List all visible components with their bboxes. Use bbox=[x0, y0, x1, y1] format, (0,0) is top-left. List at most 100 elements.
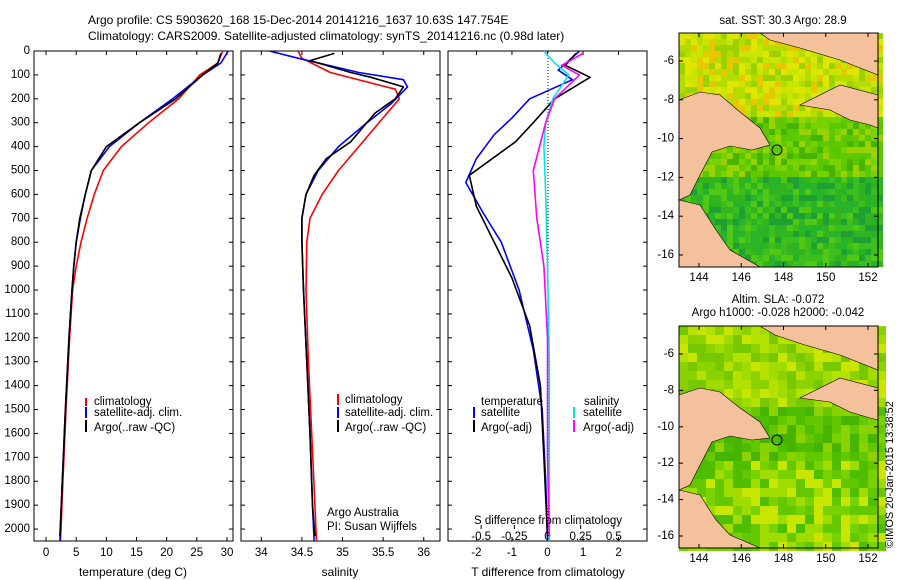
map-cell bbox=[841, 153, 847, 159]
map-cell bbox=[814, 470, 823, 479]
map-cell bbox=[793, 81, 799, 87]
map-cell bbox=[703, 165, 709, 171]
map-cell bbox=[877, 39, 883, 45]
map-cell bbox=[805, 425, 814, 434]
depth-tick-label: 300 bbox=[11, 117, 30, 129]
map-cell bbox=[775, 213, 781, 219]
map-cell bbox=[799, 201, 805, 207]
map-cell bbox=[817, 189, 823, 195]
map-cell bbox=[763, 45, 769, 51]
map-cell bbox=[805, 129, 811, 135]
map-cell bbox=[823, 524, 832, 533]
map-cell bbox=[727, 81, 733, 87]
map-cell bbox=[769, 353, 778, 362]
map-cell bbox=[811, 69, 817, 75]
map-cell bbox=[814, 398, 823, 407]
map-cell bbox=[778, 371, 787, 380]
map-cell bbox=[739, 177, 745, 183]
map-cell bbox=[733, 515, 742, 524]
map-cell bbox=[697, 45, 703, 51]
x-tick-label: 0 bbox=[43, 547, 49, 559]
map-cell bbox=[787, 201, 793, 207]
map-cell bbox=[763, 63, 769, 69]
map-cell bbox=[763, 201, 769, 207]
map-cell bbox=[823, 255, 829, 261]
map-cell bbox=[847, 63, 853, 69]
map-cell bbox=[733, 225, 739, 231]
map-cell bbox=[841, 63, 847, 69]
map-cell bbox=[811, 51, 817, 57]
map-cell bbox=[799, 63, 805, 69]
map-cell bbox=[697, 177, 703, 183]
map-cell bbox=[832, 515, 841, 524]
map-cell bbox=[793, 243, 799, 249]
map-cell bbox=[877, 506, 886, 515]
map-cell bbox=[679, 39, 685, 45]
map-cell bbox=[796, 443, 805, 452]
map-cell bbox=[769, 515, 778, 524]
map-cell bbox=[793, 93, 799, 99]
map-cell bbox=[727, 57, 733, 63]
map-cell bbox=[853, 207, 859, 213]
depth-tick-label: 100 bbox=[11, 69, 30, 81]
map-cell bbox=[787, 57, 793, 63]
map-cell bbox=[775, 159, 781, 165]
map-cell bbox=[715, 189, 721, 195]
map-cell bbox=[739, 153, 745, 159]
map-cell bbox=[757, 45, 763, 51]
map-cell bbox=[751, 195, 757, 201]
map-cell bbox=[769, 542, 778, 551]
map-cell bbox=[727, 75, 733, 81]
map-cell bbox=[679, 362, 688, 371]
map-cell bbox=[697, 380, 706, 389]
map-cell bbox=[841, 542, 850, 551]
map-cell bbox=[859, 225, 865, 231]
map-cell bbox=[877, 353, 886, 362]
map-cell bbox=[775, 75, 781, 81]
map-cell bbox=[703, 177, 709, 183]
map-cell bbox=[763, 171, 769, 177]
map-cell bbox=[715, 165, 721, 171]
map-cell bbox=[835, 249, 841, 255]
x-tick-label: 10 bbox=[100, 547, 113, 559]
map-cell bbox=[799, 93, 805, 99]
map-cell bbox=[742, 533, 751, 542]
map-cell bbox=[727, 213, 733, 219]
map-cell bbox=[829, 165, 835, 171]
map-cell bbox=[865, 243, 871, 249]
map-cell bbox=[817, 159, 823, 165]
map-cell bbox=[769, 335, 778, 344]
map-cell bbox=[727, 51, 733, 57]
x-tick-label: -1 bbox=[507, 547, 517, 559]
map-cell bbox=[757, 243, 763, 249]
map-cell bbox=[841, 515, 850, 524]
map-cell bbox=[727, 63, 733, 69]
map-cell bbox=[757, 117, 763, 123]
map-cell bbox=[787, 371, 796, 380]
map-cell bbox=[787, 195, 793, 201]
map-cell bbox=[751, 117, 757, 123]
map-cell bbox=[811, 189, 817, 195]
map-cell bbox=[859, 261, 865, 267]
map-cell bbox=[817, 141, 823, 147]
map-cell bbox=[751, 335, 760, 344]
map-cell bbox=[787, 249, 793, 255]
map-cell bbox=[733, 243, 739, 249]
map-cell bbox=[745, 51, 751, 57]
map-cell bbox=[733, 497, 742, 506]
map-cell bbox=[793, 123, 799, 129]
map-cell bbox=[733, 237, 739, 243]
map-cell bbox=[793, 51, 799, 57]
map-cell bbox=[760, 362, 769, 371]
map-cell bbox=[769, 225, 775, 231]
map-cell bbox=[868, 425, 877, 434]
map-cell bbox=[778, 443, 787, 452]
map-cell bbox=[739, 189, 745, 195]
map-cell bbox=[769, 389, 778, 398]
map-cell bbox=[847, 129, 853, 135]
map-cell bbox=[721, 39, 727, 45]
map-cell bbox=[787, 153, 793, 159]
map-cell bbox=[859, 479, 868, 488]
map-cell bbox=[859, 219, 865, 225]
map-cell bbox=[835, 117, 841, 123]
